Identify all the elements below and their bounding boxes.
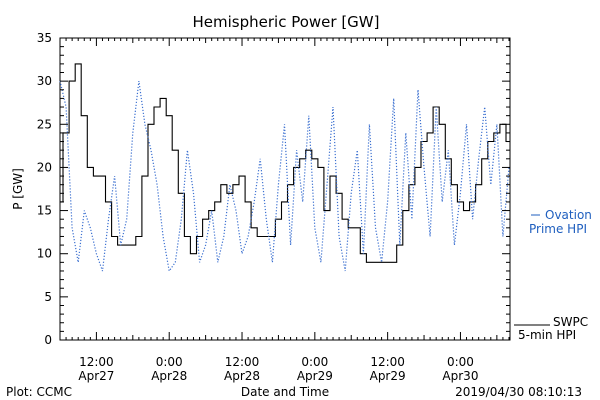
y-tick-label: 25 (37, 117, 52, 131)
x-tick-label-date: Apr27 (78, 369, 114, 383)
y-tick-label: 0 (44, 333, 52, 347)
footer-timestamp: 2019/04/30 08:10:13 (455, 385, 582, 399)
y-tick-label: 20 (37, 160, 52, 174)
legend-ovation-label-2: Prime HPI (529, 222, 587, 236)
series-ovation-line (59, 80, 510, 273)
x-tick-label-date: Apr29 (297, 369, 333, 383)
x-tick-label-date: Apr30 (442, 369, 478, 383)
x-tick-label-time: 12:00 (225, 355, 260, 369)
x-tick-label-time: 12:00 (370, 355, 405, 369)
footer-credit: Plot: CCMC (6, 385, 72, 399)
x-tick-label-time: 0:00 (301, 355, 328, 369)
series-ovation (59, 80, 510, 273)
x-axis: 12:00Apr270:00Apr2812:00Apr280:00Apr2912… (59, 38, 510, 383)
series-swpc (60, 63, 509, 263)
legend-swpc: SWPC 5-min HPI (514, 315, 588, 342)
plot-frame (59, 37, 511, 341)
x-tick-label-time: 0:00 (156, 355, 183, 369)
y-tick-label: 15 (37, 204, 52, 218)
y-axis: 0 5 10 15 20 25 30 35 (37, 31, 510, 347)
y-axis-label: P [GW] (11, 168, 25, 210)
x-tick-label-date: Apr28 (151, 369, 187, 383)
series-swpc-line (60, 63, 509, 263)
y-tick-label: 5 (44, 290, 52, 304)
x-tick-label-time: 0:00 (447, 355, 474, 369)
x-tick-label-date: Apr28 (224, 369, 260, 383)
chart-title: Hemispheric Power [GW] (193, 13, 380, 31)
legend-ovation-label: Ovation (545, 208, 592, 222)
x-axis-label: Date and Time (241, 385, 329, 399)
x-tick-label-time: 12:00 (79, 355, 114, 369)
legend-swpc-label-2: 5-min HPI (518, 328, 576, 342)
y-tick-label: 30 (37, 74, 52, 88)
legend-swpc-label: SWPC (553, 315, 588, 329)
legend-ovation: Ovation Prime HPI (529, 208, 592, 236)
plot-area (59, 37, 511, 341)
series-layer (59, 63, 510, 273)
y-tick-label: 10 (37, 247, 52, 261)
x-tick-label-date: Apr29 (370, 369, 406, 383)
y-tick-label: 35 (37, 31, 52, 45)
